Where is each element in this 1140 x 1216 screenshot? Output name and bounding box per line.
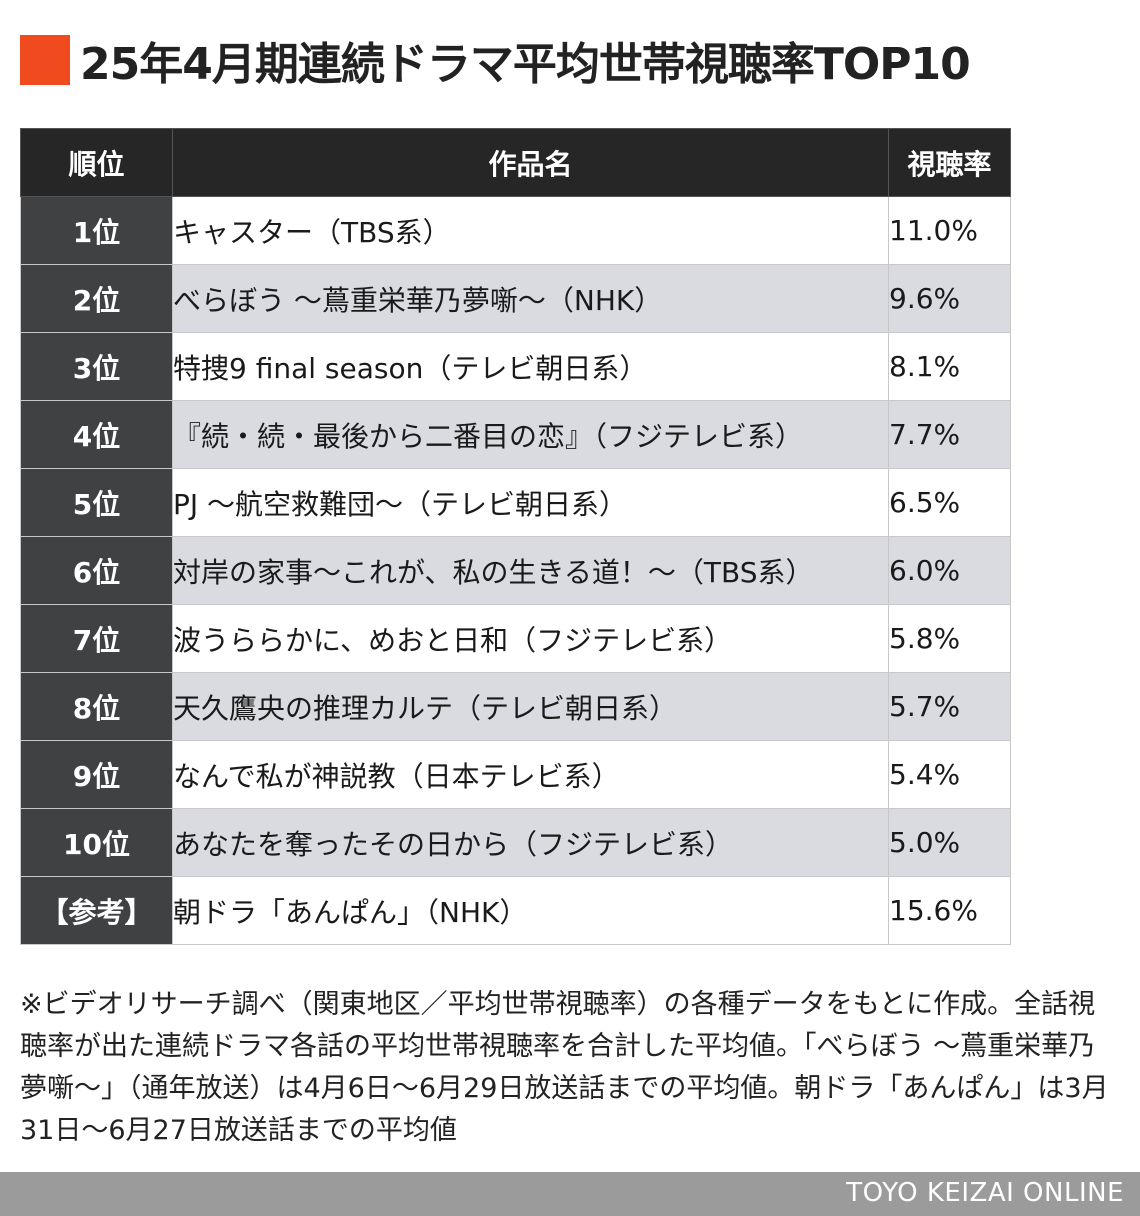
- footer-bar: TOYO KEIZAI ONLINE: [0, 1172, 1140, 1216]
- header-rating: 視聴率: [888, 128, 1011, 197]
- table-row: 1位 キャスター（TBS系） 11.0%: [20, 196, 1011, 265]
- rank-cell: 1位: [20, 196, 173, 265]
- rating-cell: 5.0%: [888, 808, 1011, 877]
- rating-cell: 6.5%: [888, 468, 1011, 537]
- table-row: 3位 特捜9 final season（テレビ朝日系） 8.1%: [20, 332, 1011, 401]
- title-cell: PJ 〜航空救難団〜（テレビ朝日系）: [172, 468, 889, 537]
- rating-cell: 6.0%: [888, 536, 1011, 605]
- title-cell: 対岸の家事〜これが、私の生きる道！〜（TBS系）: [172, 536, 889, 605]
- header-title: 作品名: [172, 128, 889, 197]
- chart-title: 25年4月期連続ドラマ平均世帯視聴率TOP10: [80, 39, 971, 90]
- footer-credit: TOYO KEIZAI ONLINE: [846, 1178, 1124, 1208]
- rating-cell: 5.8%: [888, 604, 1011, 673]
- title-cell: 朝ドラ「あんぱん」（NHK）: [172, 876, 889, 945]
- rating-cell: 8.1%: [888, 332, 1011, 401]
- rank-cell: 10位: [20, 808, 173, 877]
- table-row: 【参考】 朝ドラ「あんぱん」（NHK） 15.6%: [20, 876, 1011, 945]
- rank-cell: 6位: [20, 536, 173, 605]
- table-row: 10位 あなたを奪ったその日から（フジテレビ系） 5.0%: [20, 808, 1011, 877]
- rank-cell: 9位: [20, 740, 173, 809]
- rating-cell: 15.6%: [888, 876, 1011, 945]
- header-rank: 順位: [20, 128, 173, 197]
- rating-cell: 11.0%: [888, 196, 1011, 265]
- title-cell: キャスター（TBS系）: [172, 196, 889, 265]
- table-row: 4位 『続・続・最後から二番目の恋』（フジテレビ系） 7.7%: [20, 400, 1011, 469]
- chart-title-block: 25年4月期連続ドラマ平均世帯視聴率TOP10: [20, 30, 971, 90]
- rank-cell: 7位: [20, 604, 173, 673]
- title-cell: あなたを奪ったその日から（フジテレビ系）: [172, 808, 889, 877]
- rating-cell: 9.6%: [888, 264, 1011, 333]
- rank-cell: 【参考】: [20, 876, 173, 945]
- table-row: 7位 波うららかに、めおと日和（フジテレビ系） 5.8%: [20, 604, 1011, 673]
- rank-cell: 4位: [20, 400, 173, 469]
- rank-cell: 2位: [20, 264, 173, 333]
- rating-cell: 7.7%: [888, 400, 1011, 469]
- table-row: 8位 天久鷹央の推理カルテ（テレビ朝日系） 5.7%: [20, 672, 1011, 741]
- ranking-table: 順位 作品名 視聴率 1位 キャスター（TBS系） 11.0% 2位 べらぼう 〜蔦重栄…: [20, 128, 1011, 945]
- title-cell: 特捜9 final season（テレビ朝日系）: [172, 332, 889, 401]
- footnote: ※ビデオリサーチ調べ（関東地区／平均世帯視聴率）の各種データをもとに作成。全話視…: [20, 989, 1109, 1146]
- title-marker-square: [20, 35, 70, 85]
- table-header-row: 順位 作品名 視聴率: [20, 128, 1011, 197]
- title-cell: 『続・続・最後から二番目の恋』（フジテレビ系）: [172, 400, 889, 469]
- title-cell: なんで私が神説教（日本テレビ系）: [172, 740, 889, 809]
- title-cell: 天久鷹央の推理カルテ（テレビ朝日系）: [172, 672, 889, 741]
- rating-cell: 5.4%: [888, 740, 1011, 809]
- table-row: 6位 対岸の家事〜これが、私の生きる道！〜（TBS系） 6.0%: [20, 536, 1011, 605]
- rank-cell: 8位: [20, 672, 173, 741]
- rank-cell: 5位: [20, 468, 173, 537]
- table-row: 2位 べらぼう 〜蔦重栄華乃夢噺〜（NHK） 9.6%: [20, 264, 1011, 333]
- table-body: 1位 キャスター（TBS系） 11.0% 2位 べらぼう 〜蔦重栄華乃夢噺〜（NHK） 9…: [20, 196, 1011, 945]
- title-cell: べらぼう 〜蔦重栄華乃夢噺〜（NHK）: [172, 264, 889, 333]
- table-row: 9位 なんで私が神説教（日本テレビ系） 5.4%: [20, 740, 1011, 809]
- rating-cell: 5.7%: [888, 672, 1011, 741]
- table-row: 5位 PJ 〜航空救難団〜（テレビ朝日系） 6.5%: [20, 468, 1011, 537]
- title-cell: 波うららかに、めおと日和（フジテレビ系）: [172, 604, 889, 673]
- rank-cell: 3位: [20, 332, 173, 401]
